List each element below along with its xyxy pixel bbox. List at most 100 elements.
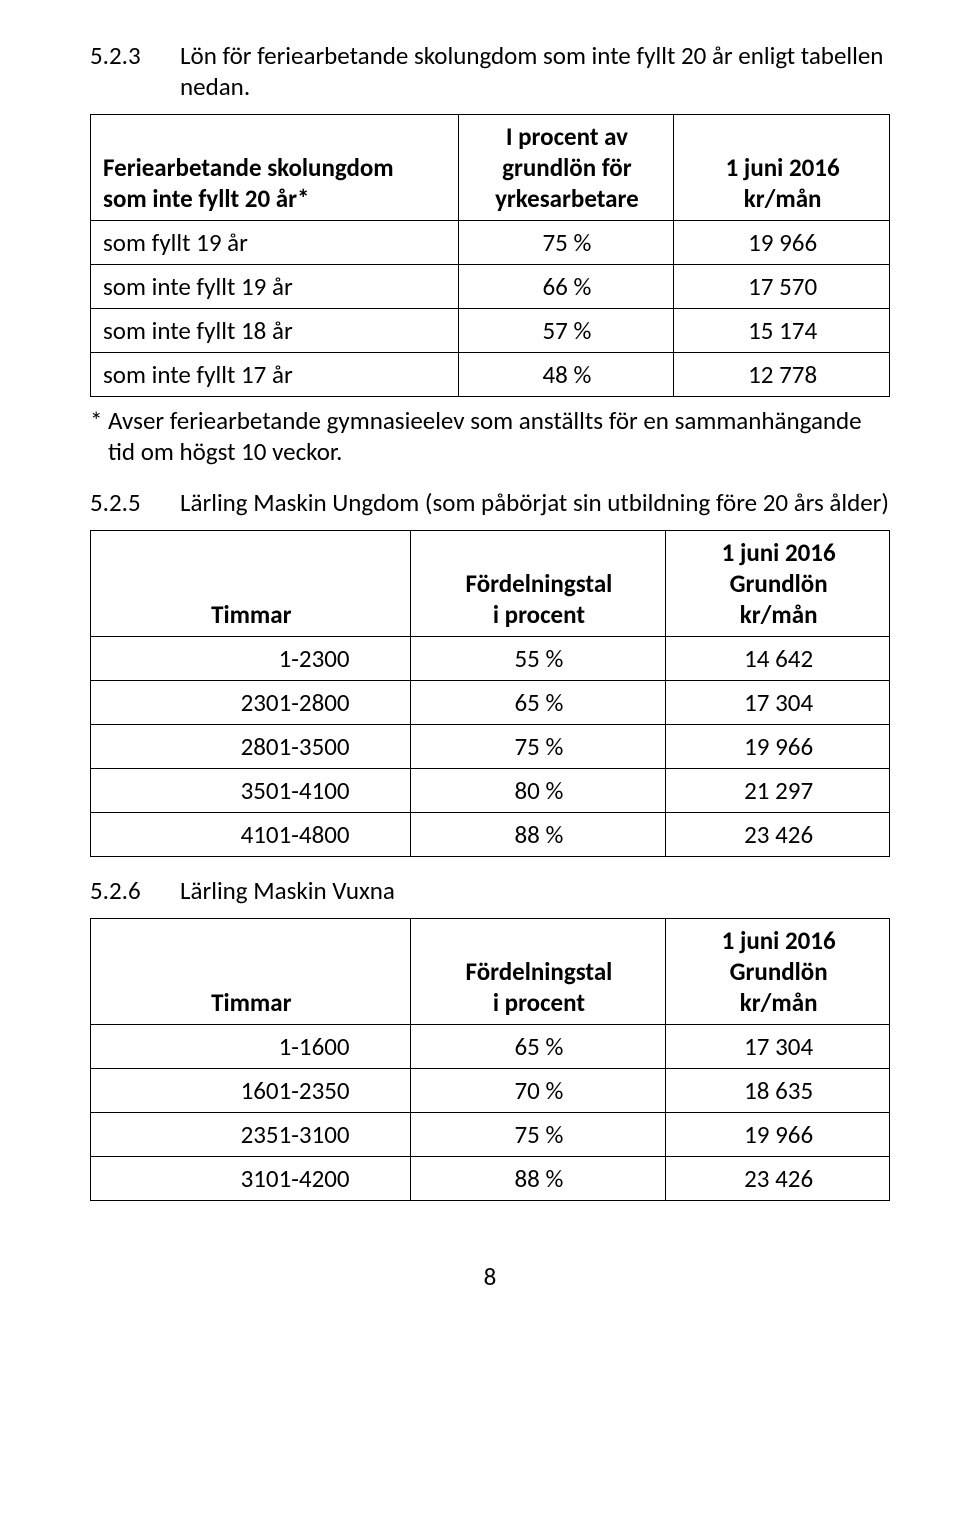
table-526: Timmar Fördelningstal i procent 1 juni 2…: [90, 918, 890, 1201]
cell-pct: 75 %: [410, 725, 666, 769]
cell-val: 19 966: [666, 1113, 890, 1157]
cell-pct: 48 %: [458, 353, 674, 397]
table-row: 3101-4200 88 % 23 426: [91, 1157, 890, 1201]
table-523-h2-l3: yrkesarbetare: [471, 183, 664, 214]
cell-pct: 55 %: [410, 637, 666, 681]
page-number: 8: [90, 1261, 890, 1292]
table-523-body: som fyllt 19 år 75 % 19 966 som inte fyl…: [91, 221, 890, 397]
table-row: 2351-3100 75 % 19 966: [91, 1113, 890, 1157]
table-525-body: 1-2300 55 % 14 642 2301-2800 65 % 17 304…: [91, 637, 890, 857]
table-523-h2-l1: I procent av: [471, 121, 664, 152]
footnote-523: * Avser feriearbetande gymnasieelev som …: [90, 405, 890, 467]
table-523-h1: Feriearbetande skolungdom som inte fyllt…: [91, 115, 459, 221]
table-523-h3-l1: 1 juni 2016: [686, 152, 879, 183]
cell-label: 4101-4800: [91, 813, 411, 857]
cell-val: 21 297: [666, 769, 890, 813]
table-526-h3-l2: Grundlön: [678, 956, 879, 987]
cell-val: 19 966: [666, 725, 890, 769]
table-row: som inte fyllt 19 år 66 % 17 570: [91, 265, 890, 309]
section-525-title: Lärling Maskin Ungdom (som påbörjat sin …: [180, 487, 890, 518]
section-525-heading: 5.2.5 Lärling Maskin Ungdom (som påbörja…: [90, 487, 890, 518]
section-523-title: Lön för feriearbetande skolungdom som in…: [180, 40, 890, 102]
cell-label: som inte fyllt 19 år: [91, 265, 459, 309]
table-row: 1-2300 55 % 14 642: [91, 637, 890, 681]
cell-label: 3501-4100: [91, 769, 411, 813]
cell-label: 2801-3500: [91, 725, 411, 769]
table-525-h3-l2: Grundlön: [678, 568, 879, 599]
table-523-h2: I procent av grundlön för yrkesarbetare: [458, 115, 674, 221]
page: 5.2.3 Lön för feriearbetande skolungdom …: [0, 0, 960, 1322]
table-526-h3-l1: 1 juni 2016: [678, 925, 879, 956]
table-row: 2801-3500 75 % 19 966: [91, 725, 890, 769]
table-523-h2-l2: grundlön för: [471, 152, 664, 183]
cell-val: 17 304: [666, 1025, 890, 1069]
table-525-h3: 1 juni 2016 Grundlön kr/mån: [666, 531, 890, 637]
table-row: 4101-4800 88 % 23 426: [91, 813, 890, 857]
table-526-h2-l2: i procent: [423, 987, 656, 1018]
cell-label: 1-1600: [91, 1025, 411, 1069]
table-row: 1601-2350 70 % 18 635: [91, 1069, 890, 1113]
table-525-h3-l3: kr/mån: [678, 599, 879, 630]
section-526-num: 5.2.6: [90, 875, 180, 906]
cell-pct: 66 %: [458, 265, 674, 309]
cell-val: 23 426: [666, 813, 890, 857]
cell-val: 17 304: [666, 681, 890, 725]
cell-pct: 88 %: [410, 1157, 666, 1201]
cell-label: som inte fyllt 18 år: [91, 309, 459, 353]
cell-label: 1601-2350: [91, 1069, 411, 1113]
cell-label: som fyllt 19 år: [91, 221, 459, 265]
table-526-h2: Fördelningstal i procent: [410, 919, 666, 1025]
cell-label: som inte fyllt 17 år: [91, 353, 459, 397]
table-526-header-row: Timmar Fördelningstal i procent 1 juni 2…: [91, 919, 890, 1025]
cell-pct: 65 %: [410, 681, 666, 725]
footnote-text: Avser feriearbetande gymnasieelev som an…: [108, 405, 890, 467]
table-row: 2301-2800 65 % 17 304: [91, 681, 890, 725]
section-526-title: Lärling Maskin Vuxna: [180, 875, 890, 906]
table-525-h2-l1: Fördelningstal: [423, 568, 656, 599]
cell-val: 17 570: [674, 265, 890, 309]
footnote-star: *: [90, 405, 108, 467]
cell-val: 15 174: [674, 309, 890, 353]
table-row: som inte fyllt 17 år 48 % 12 778: [91, 353, 890, 397]
cell-pct: 65 %: [410, 1025, 666, 1069]
cell-pct: 57 %: [458, 309, 674, 353]
table-526-h3-l3: kr/mån: [678, 987, 879, 1018]
table-523-h3-l2: kr/mån: [686, 183, 879, 214]
section-526-heading: 5.2.6 Lärling Maskin Vuxna: [90, 875, 890, 906]
table-row: som fyllt 19 år 75 % 19 966: [91, 221, 890, 265]
table-525-h2-l2: i procent: [423, 599, 656, 630]
table-523-h1-l2: som inte fyllt 20 år*: [103, 183, 448, 214]
cell-label: 1-2300: [91, 637, 411, 681]
table-525-header-row: Timmar Fördelningstal i procent 1 juni 2…: [91, 531, 890, 637]
cell-label: 2301-2800: [91, 681, 411, 725]
table-row: som inte fyllt 18 år 57 % 15 174: [91, 309, 890, 353]
cell-pct: 75 %: [458, 221, 674, 265]
table-526-h3: 1 juni 2016 Grundlön kr/mån: [666, 919, 890, 1025]
table-526-h1: Timmar: [91, 919, 411, 1025]
cell-val: 19 966: [674, 221, 890, 265]
section-523-num: 5.2.3: [90, 40, 180, 71]
cell-val: 12 778: [674, 353, 890, 397]
cell-label: 2351-3100: [91, 1113, 411, 1157]
table-525-h3-l1: 1 juni 2016: [678, 537, 879, 568]
table-525-h1: Timmar: [91, 531, 411, 637]
cell-val: 14 642: [666, 637, 890, 681]
cell-pct: 75 %: [410, 1113, 666, 1157]
cell-pct: 88 %: [410, 813, 666, 857]
section-523-heading: 5.2.3 Lön för feriearbetande skolungdom …: [90, 40, 890, 102]
table-523: Feriearbetande skolungdom som inte fyllt…: [90, 114, 890, 397]
cell-val: 18 635: [666, 1069, 890, 1113]
table-526-h2-l1: Fördelningstal: [423, 956, 656, 987]
table-526-body: 1-1600 65 % 17 304 1601-2350 70 % 18 635…: [91, 1025, 890, 1201]
table-523-h1-l1: Feriearbetande skolungdom: [103, 152, 448, 183]
table-525-h2: Fördelningstal i procent: [410, 531, 666, 637]
cell-label: 3101-4200: [91, 1157, 411, 1201]
table-523-h3: 1 juni 2016 kr/mån: [674, 115, 890, 221]
table-523-header-row: Feriearbetande skolungdom som inte fyllt…: [91, 115, 890, 221]
cell-pct: 70 %: [410, 1069, 666, 1113]
table-row: 3501-4100 80 % 21 297: [91, 769, 890, 813]
table-525: Timmar Fördelningstal i procent 1 juni 2…: [90, 530, 890, 857]
cell-pct: 80 %: [410, 769, 666, 813]
section-525-num: 5.2.5: [90, 487, 180, 518]
table-row: 1-1600 65 % 17 304: [91, 1025, 890, 1069]
